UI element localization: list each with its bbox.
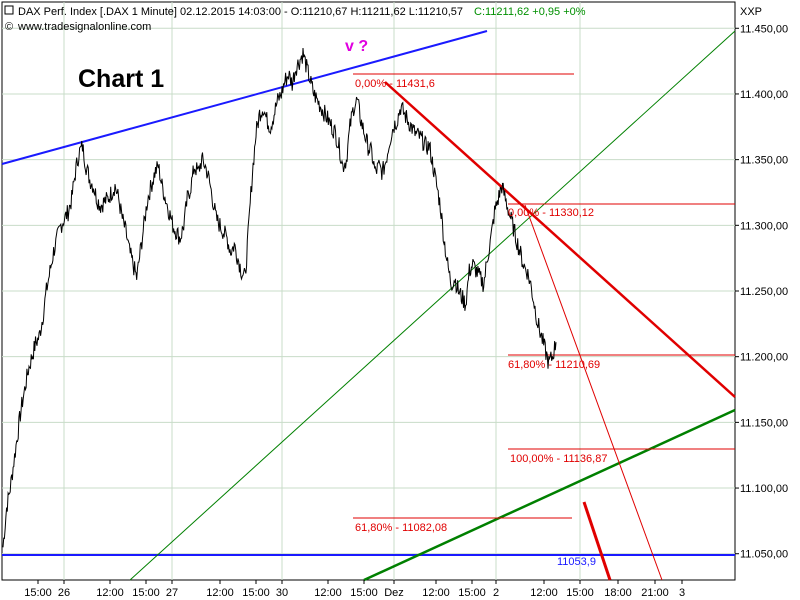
- x-tick-label: 15:00: [132, 587, 160, 599]
- copyright-symbol: ©: [5, 21, 13, 33]
- y-tick-label: 11.350,00: [740, 155, 788, 167]
- support-level-label: 11053,9: [557, 556, 596, 568]
- horizontal-grid: [2, 27, 735, 555]
- x-tick-label: 12:00: [96, 587, 124, 599]
- x-tick-label: 15:00: [24, 587, 52, 599]
- fib-label-1: 0,00% - 11330,12: [508, 207, 594, 219]
- x-tick-label: 21:00: [641, 587, 669, 599]
- steep-downtrend-line: [524, 204, 663, 581]
- chart-label: Chart 1: [78, 65, 164, 93]
- x-tick-label: 15:00: [458, 587, 486, 599]
- x-tick-label: 3: [679, 587, 685, 599]
- y-tick-label: 11.050,00: [740, 549, 788, 561]
- header-box-icon: [4, 5, 14, 15]
- header-close-change: C:11211,62 +0,95 +0%: [474, 6, 586, 18]
- y-tick-label: 11.300,00: [740, 220, 788, 232]
- y-tick-label: 11.200,00: [740, 352, 788, 364]
- resistance-trendline: [1, 30, 488, 165]
- projection-arrow-line: [582, 501, 612, 581]
- header-instrument: DAX Perf. Index [.DAX 1 Minute] 02.12.20…: [18, 6, 463, 18]
- y-tick-label: 11.100,00: [740, 483, 788, 495]
- fib-label-2: 61,80% - 11210,69: [508, 359, 600, 371]
- fib-label-0: 0,00% - 11431,6: [355, 78, 435, 90]
- fib-label-3: 100,00% - 11136,87: [510, 453, 607, 465]
- x-tick-label: 2: [493, 587, 499, 599]
- x-tick-label: 12:00: [314, 587, 342, 599]
- y-tick-label: 11.250,00: [740, 286, 788, 298]
- vertical-grid: [63, 2, 581, 580]
- x-axis-ticks: 15:00 26 12:00 15:00 27 12:00 15:00 30 12:00 15:0…: [24, 580, 685, 599]
- x-tick-label: Dez: [384, 587, 404, 599]
- x-tick-label: 12:00: [530, 587, 558, 599]
- thin-uptrend-line: [129, 30, 736, 581]
- y-tick-label: 11.450,00: [740, 23, 788, 35]
- chart-header: DAX Perf. Index [.DAX 1 Minute] 02.12.20…: [4, 5, 586, 33]
- header-source: www.tradesignalonline.com: [17, 21, 151, 33]
- y-tick-label: 11.400,00: [740, 89, 788, 101]
- x-tick-label: 15:00: [350, 587, 378, 599]
- wave-annotation: v ?: [345, 38, 368, 55]
- x-tick-label: 15:00: [566, 587, 594, 599]
- x-tick-label: 12:00: [206, 587, 234, 599]
- y-tick-label: 11.150,00: [740, 417, 788, 429]
- x-tick-label: 12:00: [422, 587, 450, 599]
- support-trendline: [363, 408, 736, 582]
- y-axis-ticks: 11.050,00 11.100,00 11.150,00 11.200,00 11.2…: [735, 23, 788, 561]
- x-tick-label: 30: [276, 587, 288, 599]
- x-tick-label: 15:00: [242, 587, 270, 599]
- x-tick-label: 26: [58, 587, 70, 599]
- x-tick-label: 18:00: [604, 587, 632, 599]
- fib-label-4: 61,80% - 11082,08: [355, 522, 447, 534]
- price-series-line: [2, 47, 557, 548]
- axis-unit-label: XXP: [740, 6, 762, 18]
- downtrend-line: [384, 81, 736, 398]
- x-tick-label: 27: [166, 587, 178, 599]
